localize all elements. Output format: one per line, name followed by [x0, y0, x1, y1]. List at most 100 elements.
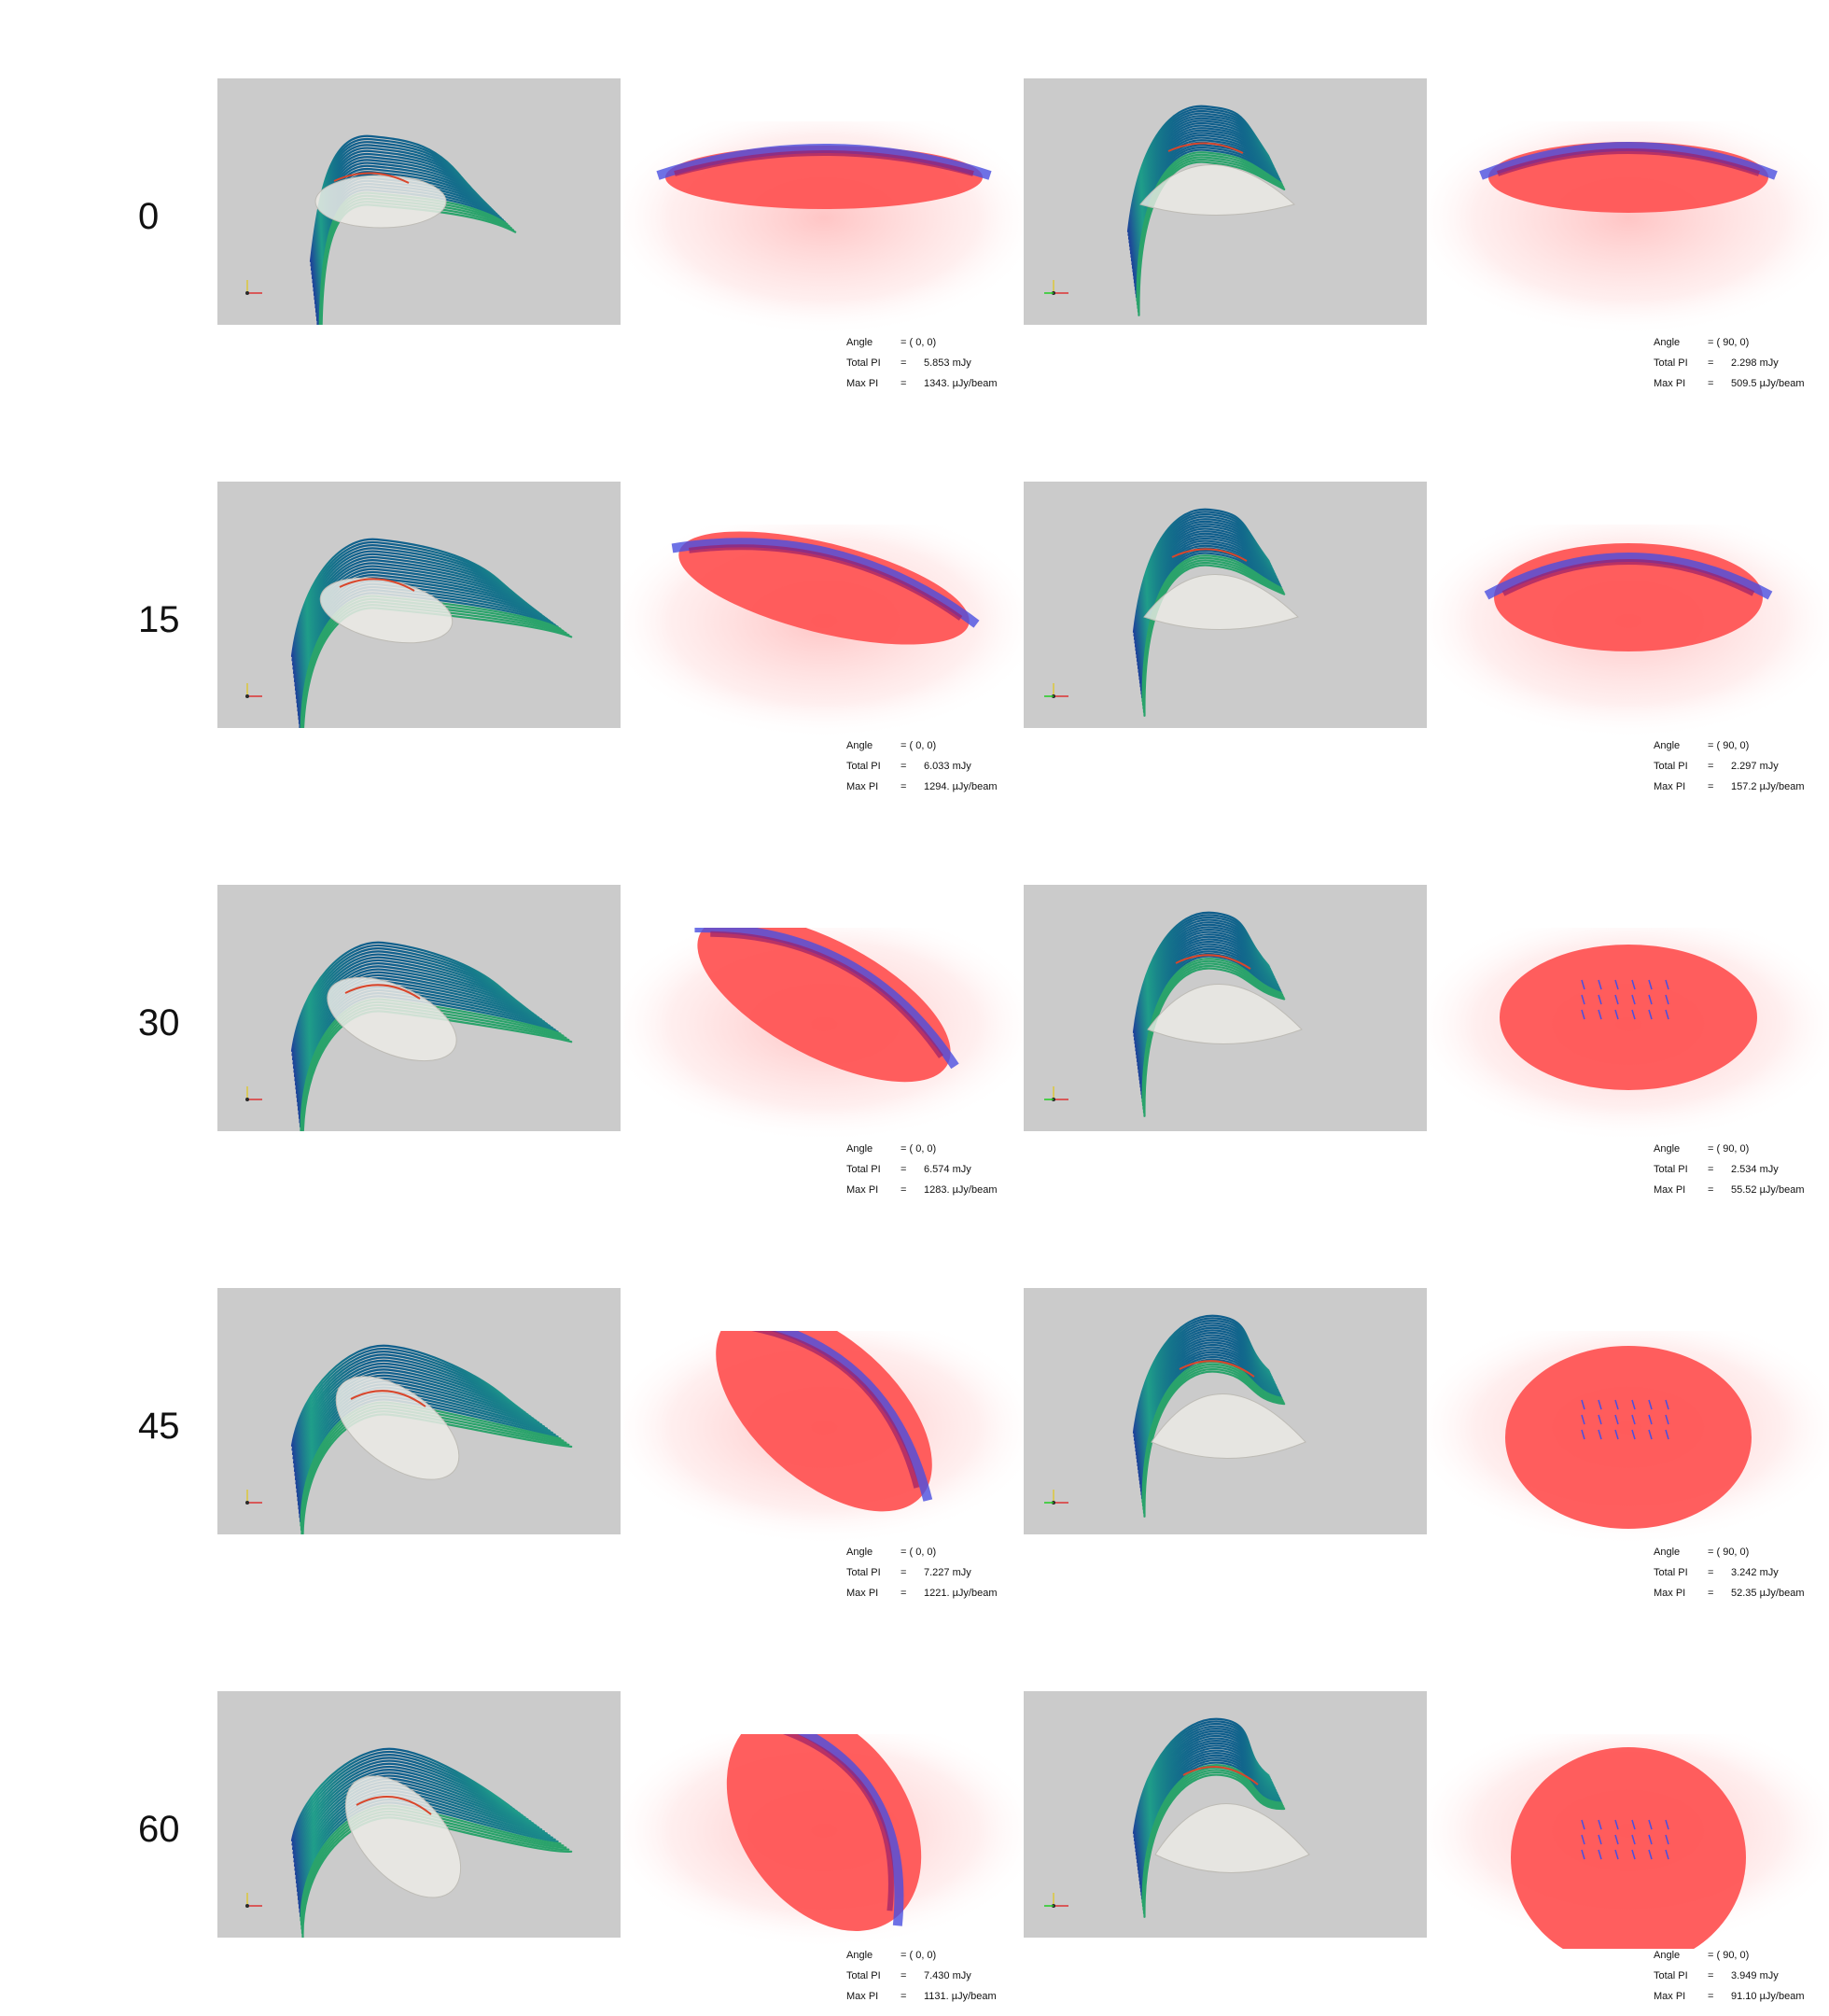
- polarized-contour-band: [694, 928, 959, 1070]
- stat-equals: =: [1708, 761, 1714, 772]
- emission-map-svg: [623, 121, 1025, 336]
- field-line: [292, 550, 521, 675]
- stat-equals: =: [901, 761, 907, 772]
- stat-value-max: 1294. µJy/beam: [924, 781, 998, 792]
- shock-shell: [314, 175, 447, 229]
- field-line: [294, 962, 529, 1082]
- field-line: [296, 977, 543, 1103]
- stat-label-total: Total PI: [846, 761, 881, 772]
- emission-map-left: [623, 525, 1025, 739]
- stat-value-total: 7.430 mJy: [924, 1970, 971, 1981]
- field-lines: [1132, 1314, 1286, 1518]
- field-line: [291, 1754, 515, 1851]
- field-line: [292, 1757, 518, 1855]
- field-lines: [309, 134, 517, 325]
- hot-ridge: [350, 1390, 426, 1407]
- stat-value-max: 1343. µJy/beam: [924, 378, 998, 389]
- field-line: [296, 1378, 540, 1493]
- inclination-label: 30: [138, 1002, 180, 1043]
- stat-label-total: Total PI: [1654, 761, 1688, 772]
- stat-label-angle: Angle: [1654, 337, 1681, 348]
- field-line: [291, 544, 515, 666]
- stat-value-angle: = ( 90, 0): [1708, 337, 1750, 348]
- stat-label-angle: Angle: [846, 740, 873, 751]
- field-line: [295, 1774, 535, 1880]
- field-line: [291, 1351, 515, 1456]
- field-line: [295, 971, 538, 1095]
- inclination-label: 60: [138, 1809, 180, 1850]
- emission-map-right: [1428, 928, 1829, 1142]
- axes-triad-icon: [245, 280, 262, 295]
- polarized-contour-band: [671, 538, 980, 628]
- stat-equals: =: [1708, 1991, 1714, 2002]
- polarized-contour-band: [721, 1331, 933, 1502]
- stat-equals: =: [901, 1970, 907, 1981]
- field-line: [290, 1344, 510, 1448]
- stat-value-total: 3.242 mJy: [1731, 1567, 1779, 1578]
- render-3d-svg: [245, 1344, 573, 1534]
- field-line: [1143, 967, 1286, 1117]
- stat-equals: =: [1708, 378, 1714, 389]
- hot-ridge: [1182, 1766, 1259, 1785]
- stat-label-total: Total PI: [846, 1970, 881, 1981]
- field-line: [293, 956, 524, 1073]
- field-line: [290, 538, 510, 658]
- stat-label-total: Total PI: [1654, 1970, 1688, 1981]
- emission-core: [716, 1331, 932, 1512]
- axes-triad-icon: [245, 1086, 262, 1101]
- field-line: [292, 950, 518, 1065]
- shock-shell: [335, 1376, 460, 1480]
- field-line: [294, 559, 529, 687]
- field-line: [292, 1759, 521, 1859]
- inclination-label: 0: [138, 196, 160, 237]
- emission-map-left: [623, 121, 1025, 336]
- field-line: [295, 567, 538, 700]
- figure-row: 0 Angle = ( 0, 0) Total PI = 5.853 mJy Max PI =…: [0, 0, 1829, 403]
- polarization-vectors: [1581, 979, 1669, 1020]
- stat-label-max: Max PI: [846, 1991, 879, 2002]
- field-line: [294, 1365, 529, 1477]
- shock-shell: [327, 976, 457, 1062]
- emission-map-left: [623, 928, 1025, 1142]
- stat-label-angle: Angle: [1654, 1950, 1681, 1961]
- stat-value-total: 2.298 mJy: [1731, 357, 1779, 369]
- axes-triad-icon: [1044, 1893, 1068, 1908]
- inclination-label: 45: [138, 1406, 180, 1447]
- stat-equals: =: [1708, 1184, 1714, 1196]
- stat-value-angle: = ( 90, 0): [1708, 740, 1750, 751]
- emission-map-svg: [1428, 121, 1829, 336]
- stat-value-total: 6.574 mJy: [924, 1164, 971, 1175]
- field-line: [290, 1747, 510, 1842]
- stat-equals: =: [901, 1588, 907, 1599]
- hot-ridge: [339, 578, 415, 592]
- stat-label-max: Max PI: [1654, 781, 1686, 792]
- shock-shell: [1151, 1393, 1306, 1459]
- polarized-peak-band: [1497, 148, 1760, 176]
- render-3d-svg: [1044, 105, 1296, 316]
- stat-value-max: 509.5 µJy/beam: [1731, 378, 1805, 389]
- figure-row: 15 Angle = ( 0, 0) Total PI = 6.033 mJy Max PI…: [0, 403, 1829, 806]
- field-line: [295, 968, 535, 1090]
- stat-value-total: 2.534 mJy: [1731, 1164, 1779, 1175]
- field-line: [293, 1359, 524, 1468]
- field-line: [291, 945, 513, 1057]
- field-line: [1143, 1773, 1286, 1918]
- stat-value-max: 55.52 µJy/beam: [1731, 1184, 1805, 1196]
- stat-equals: =: [901, 357, 907, 369]
- stat-label-angle: Angle: [846, 1950, 873, 1961]
- emission-core: [697, 928, 951, 1083]
- polarization-vectors: [1581, 1399, 1669, 1440]
- field-lines: [1126, 105, 1286, 316]
- stat-value-max: 157.2 µJy/beam: [1731, 781, 1805, 792]
- stat-label-angle: Angle: [846, 337, 873, 348]
- stat-value-angle: = ( 0, 0): [901, 1950, 937, 1961]
- axes-triad-icon: [1044, 1086, 1068, 1101]
- polarized-peak-band: [710, 931, 943, 1058]
- stat-equals: =: [901, 1991, 907, 2002]
- stat-label-total: Total PI: [1654, 1567, 1688, 1578]
- field-line: [296, 974, 540, 1099]
- figure-row: 45 Angle = ( 0, 0) Total PI = 7.227 mJy Max PI…: [0, 1210, 1829, 1613]
- stat-equals: =: [1708, 1588, 1714, 1599]
- hot-ridge: [344, 984, 421, 1000]
- stat-label-total: Total PI: [846, 1164, 881, 1175]
